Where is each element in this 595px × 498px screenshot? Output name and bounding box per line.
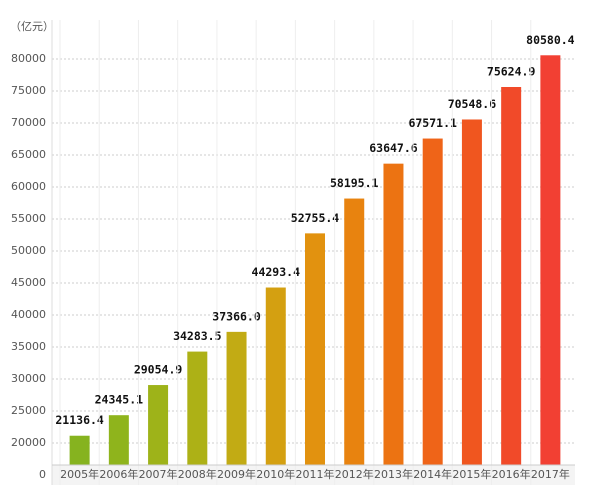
- x-tick-label: 2005年: [60, 467, 99, 481]
- y-tick-label: 80000: [11, 52, 46, 65]
- y-tick-label: 30000: [11, 372, 46, 385]
- x-tick-label: 2017年: [531, 467, 570, 481]
- x-tick-label: 2014年: [413, 467, 452, 481]
- value-label: 58195.1: [330, 176, 379, 190]
- bar: [226, 331, 247, 465]
- bar: [108, 415, 129, 465]
- bar: [461, 119, 482, 466]
- bar: [187, 351, 208, 465]
- y-unit-label: （亿元）: [10, 20, 54, 33]
- value-label: 24345.1: [95, 393, 144, 407]
- bar: [383, 163, 404, 465]
- value-label: 44293.4: [252, 265, 301, 279]
- value-label: 75624.9: [487, 65, 536, 79]
- y-tick-label: 70000: [11, 116, 46, 129]
- axis-band: [52, 465, 575, 485]
- value-label: 80580.4: [526, 33, 575, 47]
- value-label: 29054.9: [134, 363, 183, 377]
- bar: [148, 385, 169, 465]
- y-tick-label: 25000: [11, 404, 46, 417]
- y-tick-label: 0: [39, 468, 46, 481]
- value-label: 63647.6: [369, 141, 418, 155]
- value-label: 52755.4: [291, 211, 340, 225]
- y-tick-label: 50000: [11, 244, 46, 257]
- x-tick-label: 2016年: [492, 467, 531, 481]
- y-tick-label: 20000: [11, 436, 46, 449]
- bar: [422, 138, 443, 465]
- bar: [265, 287, 286, 465]
- bar: [305, 233, 325, 465]
- y-tick-label: 65000: [11, 148, 46, 161]
- x-tick-label: 2011年: [296, 467, 335, 481]
- y-tick-label: 55000: [11, 212, 46, 225]
- value-label: 67571.1: [408, 116, 457, 130]
- x-tick-label: 2009年: [217, 467, 256, 481]
- y-tick-label: 75000: [11, 84, 46, 97]
- x-tick-label: 2012年: [335, 467, 374, 481]
- x-tick-label: 2010年: [256, 467, 295, 481]
- value-label: 34283.5: [173, 329, 222, 343]
- x-tick-label: 2013年: [374, 467, 413, 481]
- x-tick-label: 2007年: [139, 467, 178, 481]
- y-tick-label: 45000: [11, 276, 46, 289]
- value-label: 70548.6: [448, 97, 497, 111]
- x-tick-label: 2006年: [99, 467, 138, 481]
- y-tick-label: 40000: [11, 308, 46, 321]
- y-tick-label: 60000: [11, 180, 46, 193]
- value-label: 21136.4: [55, 413, 104, 427]
- bar: [501, 87, 522, 465]
- bar: [344, 198, 365, 465]
- x-tick-label: 2008年: [178, 467, 217, 481]
- bar: [69, 435, 90, 465]
- bar: [540, 55, 561, 466]
- value-label: 37366.0: [212, 309, 261, 323]
- x-tick-label: 2015年: [452, 467, 491, 481]
- y-tick-label: 35000: [11, 340, 46, 353]
